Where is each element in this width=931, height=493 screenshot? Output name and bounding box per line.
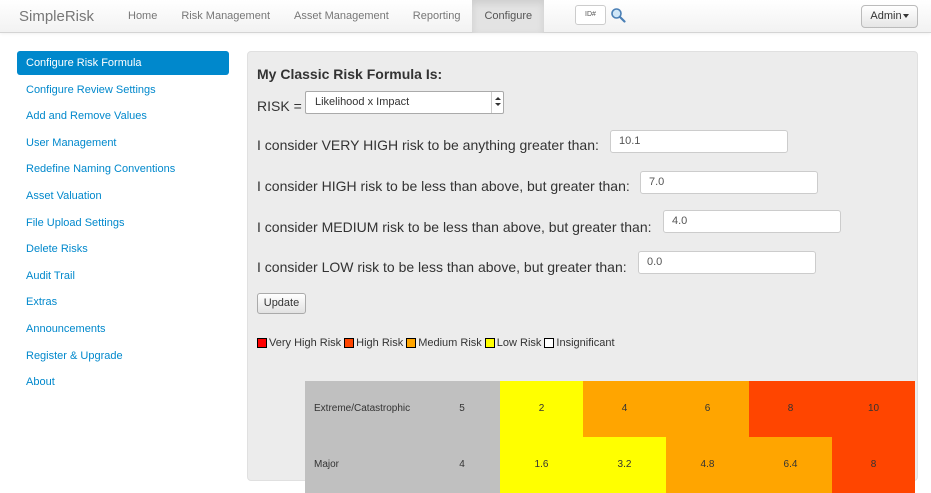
legend-very-high: Very High Risk [257, 337, 341, 349]
risk-formula-select[interactable]: Likelihood x Impact [305, 91, 504, 114]
impact-value: 5 [424, 381, 500, 437]
select-arrows-icon [491, 92, 503, 113]
legend-low: Low Risk [484, 337, 542, 349]
legend-label: High Risk [356, 337, 404, 349]
low-threshold-input[interactable]: 0.0 [638, 251, 816, 274]
update-button[interactable]: Update [257, 293, 306, 314]
legend-medium: Medium Risk [406, 337, 482, 349]
legend-label: Very High Risk [269, 337, 342, 349]
sidebar-item-add-remove-values[interactable]: Add and Remove Values [26, 110, 147, 123]
matrix-cell: 3.2 [583, 437, 666, 493]
risk-formula-selected-value: Likelihood x Impact [315, 96, 410, 108]
nav-configure[interactable]: Configure [472, 0, 545, 33]
matrix-row: Extreme/Catastrophic 5 2 4 6 8 10 [305, 381, 915, 437]
medium-threshold-input[interactable]: 4.0 [663, 210, 841, 233]
matrix-cell: 4.8 [666, 437, 749, 493]
legend-label: Insignificant [556, 337, 615, 349]
impact-value: 4 [424, 437, 500, 493]
sidebar-item-configure-risk-formula[interactable]: Configure Risk Formula [17, 51, 229, 75]
admin-menu-button[interactable]: Admin [861, 5, 918, 28]
medium-threshold-label: I consider MEDIUM risk to be less than a… [257, 219, 652, 235]
legend-swatch [406, 338, 417, 348]
legend-label: Low Risk [496, 337, 542, 349]
nav-risk-management[interactable]: Risk Management [181, 10, 270, 22]
sidebar-item-configure-review-settings[interactable]: Configure Review Settings [26, 83, 156, 96]
nav-reporting[interactable]: Reporting [412, 10, 461, 22]
risk-equals-label: RISK = [257, 98, 302, 114]
sidebar-item-extras[interactable]: Extras [26, 296, 58, 309]
magnifier-icon[interactable] [610, 7, 626, 23]
matrix-cell: 8 [749, 381, 832, 437]
legend-swatch [484, 338, 495, 348]
admin-menu-label: Admin [870, 10, 902, 22]
sidebar-item-delete-risks[interactable]: Delete Risks [26, 243, 88, 256]
matrix-cell: 2 [500, 381, 583, 437]
matrix-cell: 10 [832, 381, 915, 437]
sidebar-item-user-management[interactable]: User Management [26, 136, 117, 149]
high-threshold-input[interactable]: 7.0 [640, 171, 818, 194]
legend-swatch [257, 338, 267, 348]
very-high-threshold-label: I consider VERY HIGH risk to be anything… [257, 137, 599, 153]
sidebar-item-about[interactable]: About [26, 376, 55, 389]
matrix-cell: 1.6 [500, 437, 583, 493]
sidebar-item-asset-valuation[interactable]: Asset Valuation [26, 189, 102, 202]
main-nav: Home Risk Management Asset Management Re… [116, 0, 545, 33]
sidebar-item-audit-trail[interactable]: Audit Trail [26, 269, 75, 282]
caret-down-icon [902, 14, 909, 19]
risk-legend: Very High Risk High Risk Medium Risk Low… [257, 337, 618, 349]
matrix-cell: 6.4 [749, 437, 832, 493]
matrix-cell: 4 [583, 381, 666, 437]
risk-formula-panel: My Classic Risk Formula Is: RISK = Likel… [247, 51, 918, 493]
sidebar-item-announcements[interactable]: Announcements [26, 322, 106, 335]
matrix-row: Major 4 1.6 3.2 4.8 6.4 8 [305, 437, 915, 493]
matrix-cell: 6 [666, 381, 749, 437]
brand-logo[interactable]: SimpleRisk [19, 8, 95, 25]
high-threshold-label: I consider HIGH risk to be less than abo… [257, 178, 630, 194]
impact-label: Extreme/Catastrophic [305, 381, 424, 437]
low-threshold-label: I consider LOW risk to be less than abov… [257, 259, 627, 275]
nav-home[interactable]: Home [128, 10, 158, 22]
sidebar-item-naming-conventions[interactable]: Redefine Naming Conventions [26, 163, 176, 176]
very-high-threshold-input[interactable]: 10.1 [610, 130, 788, 153]
top-navbar: SimpleRisk Home Risk Management Asset Ma… [0, 0, 931, 33]
sidebar: Configure Risk Formula Configure Review … [17, 51, 229, 397]
sidebar-item-register-upgrade[interactable]: Register & Upgrade [26, 349, 123, 362]
legend-swatch [344, 338, 355, 348]
legend-insignificant: Insignificant [544, 337, 615, 349]
nav-asset-management[interactable]: Asset Management [294, 10, 389, 22]
legend-label: Medium Risk [418, 337, 482, 349]
legend-swatch [544, 338, 555, 348]
risk-matrix: Extreme/Catastrophic 5 2 4 6 8 10 Major … [305, 381, 915, 493]
page-title: My Classic Risk Formula Is: [257, 66, 443, 82]
sidebar-item-file-upload-settings[interactable]: File Upload Settings [26, 216, 125, 229]
risk-id-search-input[interactable]: ID# [575, 5, 606, 25]
impact-label: Major [305, 437, 424, 493]
legend-high: High Risk [344, 337, 403, 349]
matrix-cell: 8 [832, 437, 915, 493]
